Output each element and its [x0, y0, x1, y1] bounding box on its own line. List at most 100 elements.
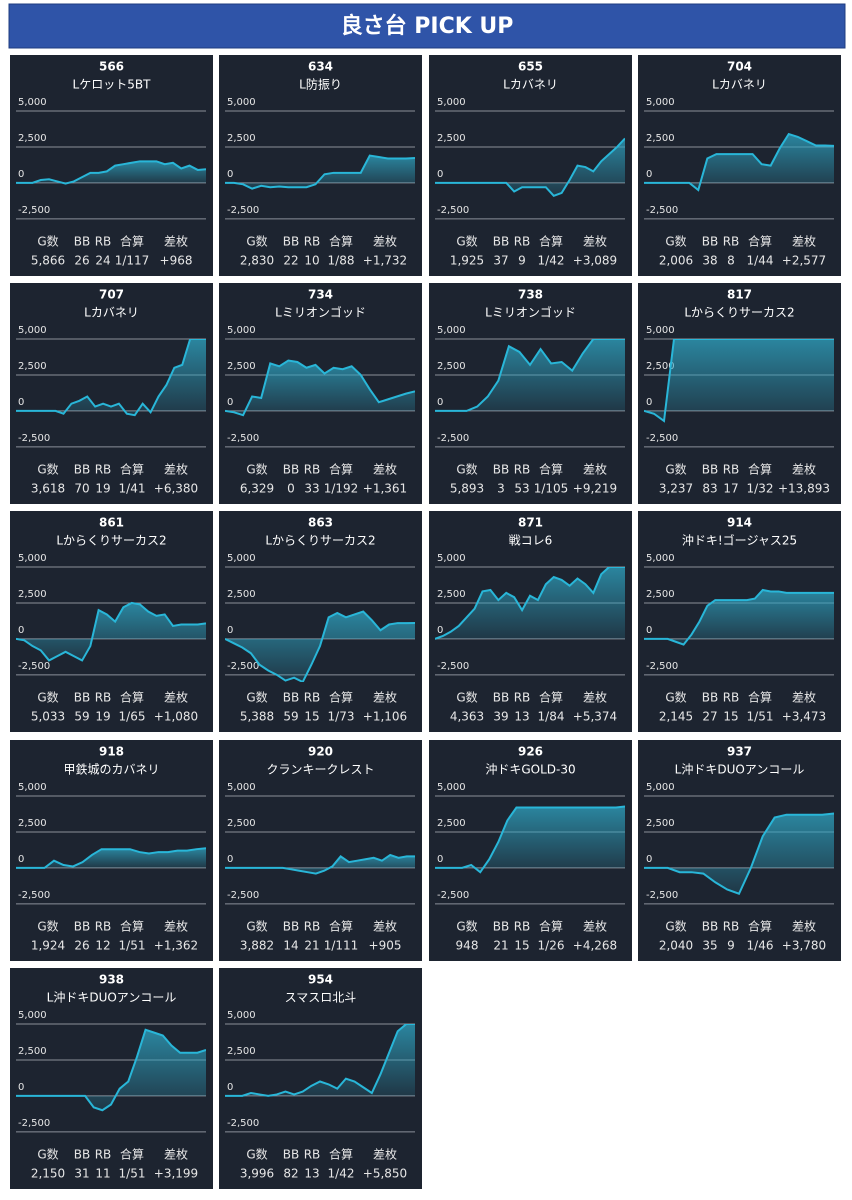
stat-value: 82 [283, 1167, 298, 1181]
stat-value: 1/32 [747, 482, 774, 496]
stat-value: +13,893 [778, 482, 830, 496]
stat-header: RB [95, 920, 112, 934]
card: 738 Lミリオンゴッド 5,000 2,500 0 -2,500 G数 BB RB 合算 差枚 5,… [429, 283, 632, 504]
area-fill [16, 339, 206, 416]
area-fill [16, 1029, 206, 1111]
stat-value: +2,577 [782, 254, 826, 268]
stat-value: 21 [493, 939, 508, 953]
stat-value: 3,882 [240, 939, 274, 953]
line [644, 812, 834, 896]
line [16, 160, 206, 185]
y-tick-label: 5,000 [437, 97, 466, 108]
machine-number: 863 [308, 516, 333, 530]
stat-header: G数 [37, 1147, 58, 1162]
stat-value: 1/84 [538, 710, 565, 724]
line [225, 610, 415, 682]
card: 566 Lケロット5BT 5,000 2,500 0 -2,500 G数 BB RB 合算 差枚 5,… [10, 55, 213, 276]
stat-value: +968 [160, 254, 193, 268]
y-tick-label: -2,500 [227, 433, 259, 444]
y-tick-label: 5,000 [18, 553, 47, 564]
stat-header: 差枚 [373, 234, 397, 249]
machine-number: 634 [308, 60, 333, 74]
y-tick-label: -2,500 [646, 890, 678, 901]
stat-header: BB [702, 691, 718, 705]
y-tick-label: 5,000 [437, 553, 466, 564]
machine-number: 655 [518, 60, 543, 74]
stat-header: 合算 [329, 1147, 353, 1162]
machine-number: 920 [308, 745, 333, 759]
stat-value: 59 [74, 710, 89, 724]
y-tick-label: -2,500 [437, 661, 469, 672]
stat-header: 合算 [120, 234, 144, 249]
stat-value: 1/65 [119, 710, 146, 724]
y-tick-label: 0 [18, 1082, 24, 1093]
line [225, 154, 415, 190]
y-tick-label: 5,000 [18, 1010, 47, 1021]
stat-value: 26 [74, 939, 89, 953]
stat-header: 合算 [748, 462, 772, 477]
stat-header: 合算 [539, 690, 563, 705]
stat-header: RB [304, 463, 321, 477]
card: 914 沖ドキ!ゴージャス25 5,000 2,500 0 -2,500 G数 BB RB 合算 差… [638, 511, 841, 732]
stat-header: BB [702, 920, 718, 934]
area-fill [644, 813, 834, 894]
card-bg [219, 511, 422, 732]
stat-header: 合算 [748, 234, 772, 249]
y-tick-label: 2,500 [227, 1046, 256, 1057]
y-tick-label: 5,000 [18, 97, 47, 108]
stat-value: 19 [95, 710, 110, 724]
y-tick-label: 0 [646, 397, 652, 408]
stat-header: G数 [37, 462, 58, 477]
machine-name: Lからくりサーカス2 [684, 306, 794, 320]
stat-value: +3,199 [154, 1167, 198, 1181]
machine-number: 738 [518, 288, 543, 302]
stat-header: BB [702, 235, 718, 249]
line [16, 847, 206, 869]
machine-name: L沖ドキDUOアンコール [47, 991, 177, 1005]
y-tick-label: 5,000 [227, 1010, 256, 1021]
stat-value: 13 [304, 1167, 319, 1181]
machine-name: L沖ドキDUOアンコール [675, 763, 805, 777]
stat-value: 15 [723, 710, 738, 724]
stat-value: 1,924 [31, 939, 65, 953]
stat-value: 1/46 [747, 939, 774, 953]
stat-header: RB [723, 920, 740, 934]
y-tick-label: -2,500 [18, 661, 50, 672]
stat-value: +3,473 [782, 710, 826, 724]
stat-value: 9 [518, 254, 526, 268]
machine-number: 918 [99, 745, 124, 759]
machine-name: Lミリオンゴッド [275, 305, 366, 320]
stat-header: RB [304, 1148, 321, 1162]
y-tick-label: -2,500 [437, 433, 469, 444]
y-tick-label: 5,000 [227, 782, 256, 793]
y-tick-label: 0 [18, 397, 24, 408]
stat-value: 13 [514, 710, 529, 724]
y-tick-label: 0 [227, 169, 233, 180]
stat-header: 差枚 [792, 234, 816, 249]
stat-header: 合算 [539, 234, 563, 249]
stat-header: G数 [665, 462, 686, 477]
y-tick-label: -2,500 [227, 205, 259, 216]
stat-value: 2,150 [31, 1167, 65, 1181]
stat-header: BB [74, 1148, 90, 1162]
y-tick-label: -2,500 [646, 205, 678, 216]
stat-value: 4,363 [450, 710, 484, 724]
stat-header: 差枚 [583, 919, 607, 934]
y-tick-label: 2,500 [437, 589, 466, 600]
machine-number: 937 [727, 745, 752, 759]
y-tick-label: 2,500 [646, 133, 675, 144]
machine-number: 707 [99, 288, 124, 302]
stat-header: G数 [37, 919, 58, 934]
stat-header: G数 [246, 919, 267, 934]
stat-header: 差枚 [373, 1147, 397, 1162]
stat-header: 差枚 [583, 234, 607, 249]
stat-value: 33 [304, 482, 319, 496]
line [225, 1024, 415, 1097]
y-tick-label: 2,500 [227, 133, 256, 144]
machine-number: 954 [308, 973, 333, 987]
stat-value: 21 [304, 939, 319, 953]
stat-header: 合算 [748, 690, 772, 705]
y-tick-label: 2,500 [227, 361, 256, 372]
y-tick-label: -2,500 [18, 890, 50, 901]
